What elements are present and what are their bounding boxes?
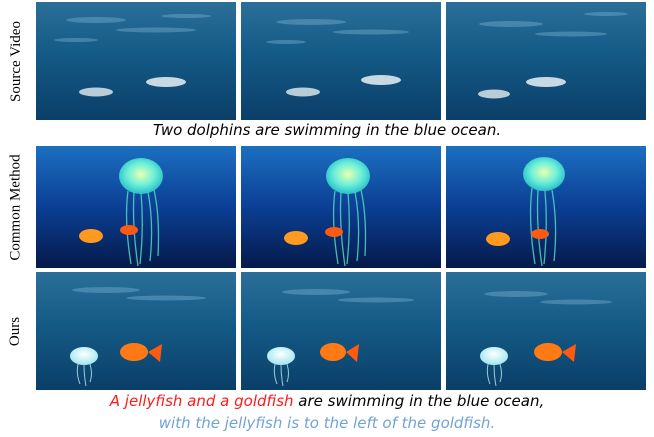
common-frame-2 — [241, 146, 441, 268]
caption-rest: are swimming in the blue ocean, — [293, 392, 545, 410]
source-frame-3 — [446, 2, 646, 120]
caption-highlight: A jellyfish and a goldfish — [109, 392, 294, 410]
caption-ours-line1: A jellyfish and a goldfish are swimming … — [0, 392, 654, 410]
ours-frame-1 — [36, 272, 236, 390]
row-label-source-video: Source Video — [7, 20, 24, 102]
common-frame-1 — [36, 146, 236, 268]
caption-ours-line2: with the jellyfish is to the left of the… — [158, 414, 496, 432]
row-label-ours: Ours — [7, 316, 24, 346]
source-frame-1 — [36, 2, 236, 120]
common-frame-3 — [446, 146, 646, 268]
caption-source: Two dolphins are swimming in the blue oc… — [152, 121, 502, 139]
row-label-common-method: Common Method — [7, 153, 24, 261]
ours-frame-3 — [446, 272, 646, 390]
ours-frame-2 — [241, 272, 441, 390]
source-frame-2 — [241, 2, 441, 120]
